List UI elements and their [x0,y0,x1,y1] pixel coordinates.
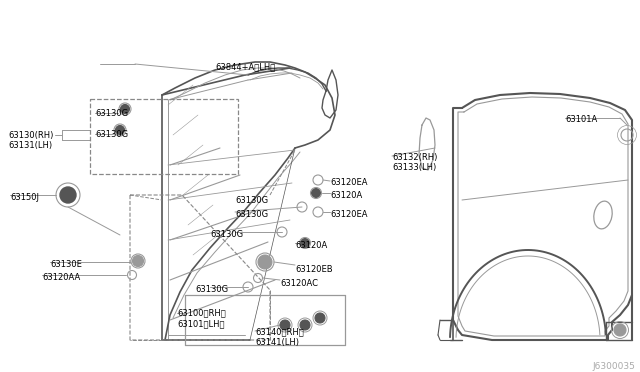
Text: 63120EB: 63120EB [295,265,333,274]
Text: 63120AC: 63120AC [280,279,318,288]
Text: 63130G: 63130G [195,285,228,294]
Circle shape [315,313,325,323]
Circle shape [132,256,143,266]
Circle shape [120,105,129,113]
Text: 63132(RH): 63132(RH) [392,153,437,162]
Text: 63120AA: 63120AA [42,273,80,282]
Text: 63150J: 63150J [10,193,39,202]
Text: 63130(RH): 63130(RH) [8,131,53,140]
Text: 63100〈RH〉: 63100〈RH〉 [177,308,226,317]
Circle shape [258,255,272,269]
Text: 63140〈RH〉: 63140〈RH〉 [255,327,304,336]
Text: 63101A: 63101A [565,115,597,124]
Circle shape [300,320,310,330]
Text: 63120A: 63120A [330,191,362,200]
Circle shape [280,320,290,330]
Text: 63130G: 63130G [95,130,128,139]
Circle shape [115,125,125,135]
Text: J6300035: J6300035 [592,362,635,371]
Text: 63130G: 63130G [235,196,268,205]
Circle shape [614,324,626,336]
Text: 63131(LH): 63131(LH) [8,141,52,150]
Text: 63133(LH): 63133(LH) [392,163,436,172]
Text: 63130G: 63130G [95,109,128,118]
Text: 63120EA: 63120EA [330,210,367,219]
Text: 63120EA: 63120EA [330,178,367,187]
Text: 63141(LH): 63141(LH) [255,338,299,347]
Text: 63844+A〈LH〉: 63844+A〈LH〉 [215,62,275,71]
Circle shape [60,187,76,203]
Text: 63120A: 63120A [295,241,327,250]
Text: 63130E: 63130E [50,260,82,269]
Circle shape [312,189,321,198]
Circle shape [301,238,310,247]
Text: 63130G: 63130G [210,230,243,239]
Text: 63101〈LH〉: 63101〈LH〉 [177,319,225,328]
Text: 63130G: 63130G [235,210,268,219]
